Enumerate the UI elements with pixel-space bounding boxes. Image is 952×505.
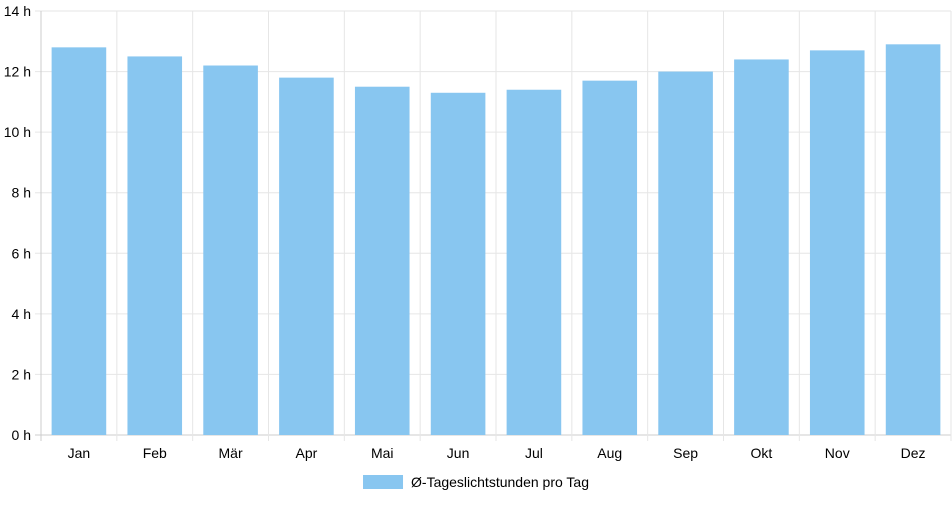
- y-tick-label: 2 h: [12, 366, 31, 382]
- x-tick-label: Dez: [901, 445, 926, 461]
- bar[interactable]: [127, 56, 183, 436]
- x-tick-label: Jan: [68, 445, 91, 461]
- y-tick-label: 0 h: [12, 427, 31, 443]
- x-tick-label: Aug: [597, 445, 622, 461]
- legend-swatch[interactable]: [363, 475, 404, 489]
- x-tick-label: Sep: [673, 445, 698, 461]
- x-tick-label: Jul: [525, 445, 543, 461]
- y-tick-label: 4 h: [12, 306, 31, 322]
- legend-label[interactable]: Ø-Tageslichtstunden pro Tag: [411, 474, 589, 490]
- x-tick-label: Feb: [143, 445, 167, 461]
- bar[interactable]: [430, 92, 486, 436]
- bar[interactable]: [51, 47, 107, 435]
- bars: [51, 44, 941, 436]
- y-tick-label: 6 h: [12, 245, 31, 261]
- bar[interactable]: [203, 65, 258, 435]
- x-tick-label: Mär: [219, 445, 243, 461]
- x-tick-label: Jun: [447, 445, 470, 461]
- legend[interactable]: Ø-Tageslichtstunden pro Tag: [363, 474, 589, 490]
- bar[interactable]: [809, 50, 865, 435]
- x-tick-label: Nov: [825, 445, 850, 461]
- bar[interactable]: [885, 44, 941, 436]
- bar[interactable]: [354, 86, 410, 435]
- y-tick-label: 12 h: [4, 64, 31, 80]
- bar[interactable]: [506, 89, 562, 435]
- grid-lines: [35, 10, 952, 441]
- x-tick-label: Okt: [751, 445, 773, 461]
- bar[interactable]: [582, 80, 638, 436]
- y-tick-label: 8 h: [12, 185, 31, 201]
- bar[interactable]: [658, 71, 713, 436]
- bar[interactable]: [734, 59, 789, 435]
- x-tick-label: Mai: [371, 445, 394, 461]
- y-tick-label: 14 h: [4, 3, 31, 19]
- x-axis-ticks: Jan Feb Mär Apr Mai Jun Jul Aug Sep Okt Nov Dez: [68, 445, 926, 461]
- y-tick-label: 10 h: [4, 124, 31, 140]
- y-axis-ticks: 0 h 2 h 4 h 6 h 8 h 10 h 12 h 14 h: [4, 3, 31, 443]
- x-tick-label: Apr: [296, 445, 318, 461]
- bar[interactable]: [279, 77, 334, 435]
